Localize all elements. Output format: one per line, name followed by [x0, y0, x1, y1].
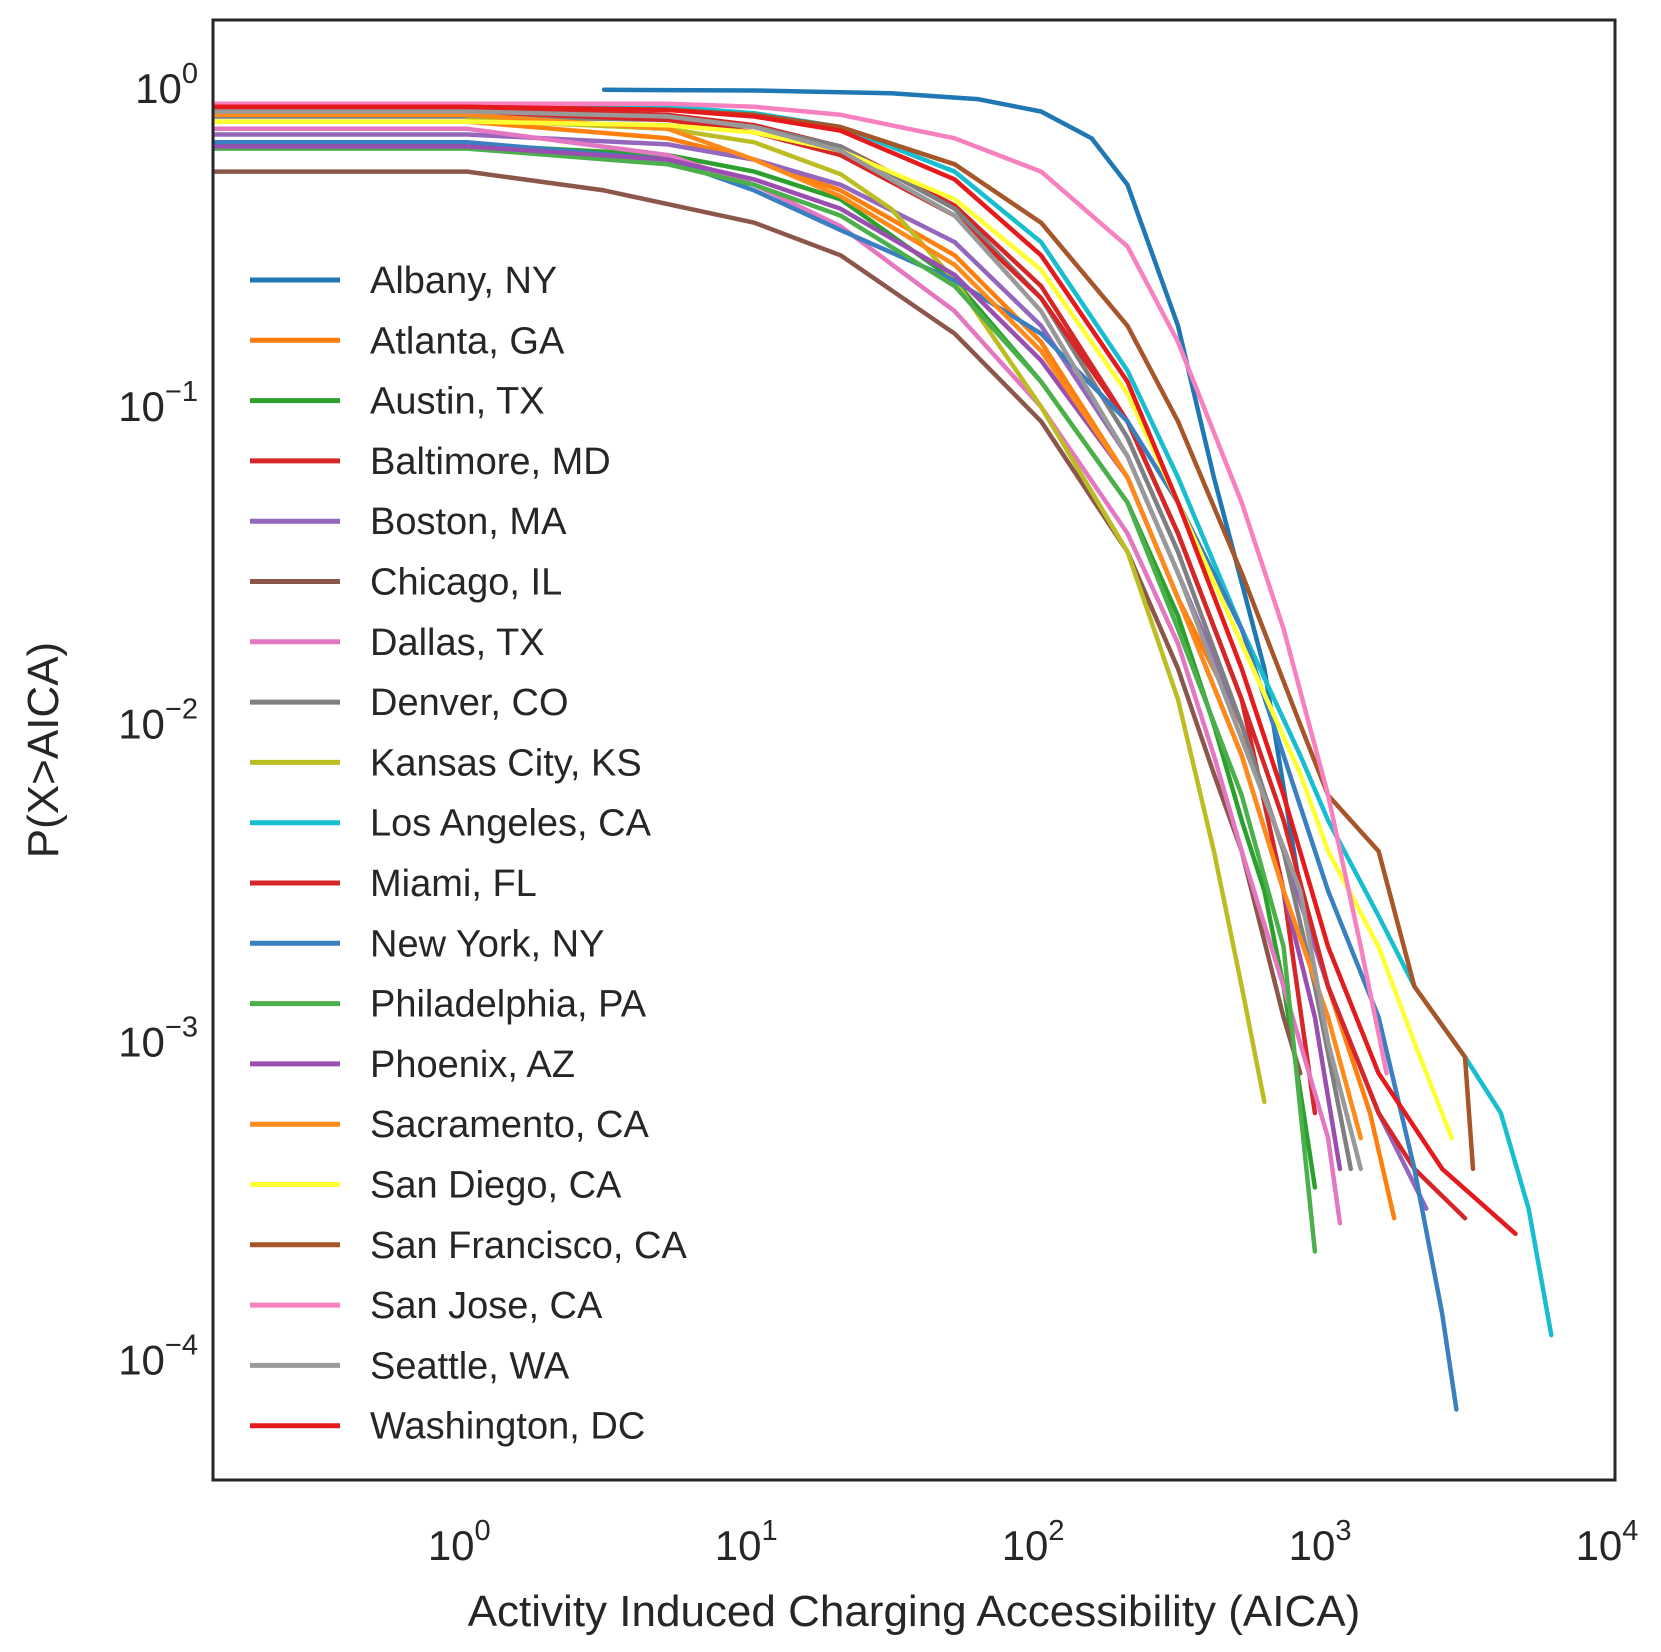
y-tick-label-4: 10−4: [118, 1329, 198, 1383]
series-line-17: [213, 101, 1389, 1076]
series-line-8: [464, 117, 1267, 1105]
legend-label-13: Phoenix, AZ: [370, 1044, 575, 1086]
plot-frame: [211, 18, 1617, 1482]
legend: Albany, NY Atlanta, GA Austin, TX Baltimore…: [250, 260, 687, 1448]
x-axis-label: Activity Induced Charging Accessibility …: [468, 1587, 1361, 1636]
series-lines: [213, 87, 1554, 1412]
y-tick-label-3: 10−3: [118, 1011, 198, 1065]
legend-label-3: Baltimore, MD: [370, 441, 611, 483]
legend-label-7: Denver, CO: [370, 682, 569, 724]
legend-label-4: Boston, MA: [370, 501, 567, 543]
series-line-6: [213, 126, 1343, 1226]
legend-label-11: New York, NY: [370, 923, 604, 965]
legend-label-1: Atlanta, GA: [370, 320, 565, 362]
y-axis-label: P(X>AICA): [19, 642, 68, 858]
legend-label-14: Sacramento, CA: [370, 1104, 649, 1146]
legend-label-8: Kansas City, KS: [370, 742, 642, 784]
x-tick-label-3: 103: [1289, 1515, 1352, 1569]
legend-label-0: Albany, NY: [370, 260, 557, 302]
legend-label-16: San Francisco, CA: [370, 1225, 687, 1267]
series-line-12: [213, 146, 1318, 1254]
y-tick-label-1: 10−1: [118, 376, 198, 430]
x-tick-label-4: 104: [1576, 1515, 1639, 1569]
legend-label-2: Austin, TX: [370, 381, 545, 423]
legend-label-6: Dallas, TX: [370, 622, 545, 664]
y-tick-label-0: 100: [135, 58, 198, 112]
legend-label-17: San Jose, CA: [370, 1285, 603, 1327]
x-axis-ticks: 100 101 102 103 104: [428, 1515, 1639, 1569]
x-tick-label-1: 101: [715, 1515, 778, 1569]
legend-label-10: Miami, FL: [370, 863, 537, 905]
y-tick-label-2: 10−2: [118, 694, 198, 748]
legend-label-18: Seattle, WA: [370, 1345, 570, 1387]
series-line-19: [213, 104, 1518, 1237]
y-axis-ticks: 100 10−1 10−2 10−3 10−4: [118, 58, 198, 1383]
series-line-15: [213, 119, 1455, 1141]
series-line-0: [601, 87, 1303, 894]
legend-label-9: Los Angeles, CA: [370, 803, 652, 845]
x-tick-label-2: 102: [1002, 1515, 1065, 1569]
legend-label-19: Washington, DC: [370, 1406, 645, 1448]
x-tick-label-0: 100: [428, 1515, 491, 1569]
series-line-18: [213, 109, 1364, 1172]
series-line-14: [213, 112, 1364, 1141]
legend-label-5: Chicago, IL: [370, 562, 562, 604]
legend-label-15: San Diego, CA: [370, 1165, 622, 1207]
legend-label-12: Philadelphia, PA: [370, 984, 647, 1026]
